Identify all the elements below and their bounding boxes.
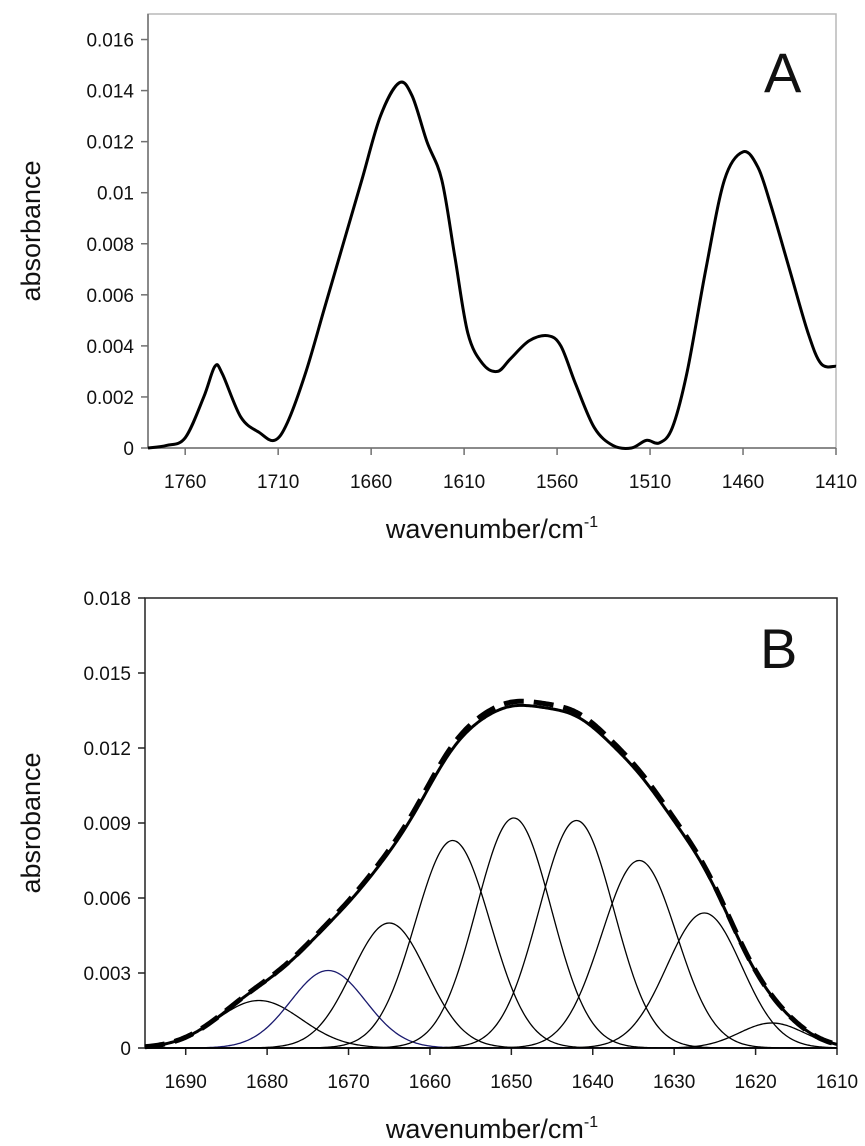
panel-a-plot-area bbox=[147, 13, 837, 449]
x-tick-label: 1620 bbox=[734, 1072, 776, 1093]
y-tick-label: 0.014 bbox=[86, 82, 134, 103]
panel-b-y-axis-title: absrobance bbox=[16, 752, 46, 893]
panel-b-measured-curve bbox=[144, 698, 838, 1050]
y-tick-label: 0.003 bbox=[83, 964, 131, 985]
x-tick-label: 1660 bbox=[350, 472, 392, 493]
panel-a-x-axis-title-main: wavenumber/cm bbox=[385, 514, 584, 544]
y-tick-label: 0.016 bbox=[86, 31, 134, 52]
y-tick-label: 0.008 bbox=[86, 235, 134, 256]
x-tick-label: 1690 bbox=[165, 1072, 207, 1093]
y-tick-label: 0 bbox=[123, 439, 134, 460]
x-tick-label: 1670 bbox=[327, 1072, 369, 1093]
y-tick-label: 0.018 bbox=[83, 589, 131, 610]
panel-a-letter: A bbox=[764, 41, 802, 104]
component-band-9 bbox=[145, 1022, 838, 1049]
x-tick-label: 1460 bbox=[722, 472, 764, 493]
panel-a-x-axis-title-sup: -1 bbox=[584, 514, 598, 531]
panel-b-letter: B bbox=[760, 617, 797, 680]
x-tick-label: 1610 bbox=[816, 1072, 858, 1093]
panel-a-chart: 0 0.002 0.004 0.006 0.008 0.01 0.012 0.014 0.016… bbox=[16, 13, 857, 544]
y-tick-label: 0.002 bbox=[86, 388, 134, 409]
x-tick-label: 1680 bbox=[246, 1072, 288, 1093]
x-tick-label: 1640 bbox=[572, 1072, 614, 1093]
x-tick-label: 1710 bbox=[257, 472, 299, 493]
panel-b-plot-area bbox=[144, 597, 838, 1049]
x-tick-label: 1410 bbox=[815, 472, 857, 493]
panel-b-x-axis-title-main: wavenumber/cm bbox=[385, 1114, 584, 1144]
x-tick-label: 1510 bbox=[629, 472, 671, 493]
x-tick-label: 1760 bbox=[164, 472, 206, 493]
x-tick-label: 1610 bbox=[443, 472, 485, 493]
panel-a-y-axis-title: absorbance bbox=[16, 160, 46, 301]
x-tick-label: 1560 bbox=[536, 472, 578, 493]
y-tick-label: 0.004 bbox=[86, 337, 134, 358]
y-tick-label: 0.015 bbox=[83, 664, 131, 685]
y-tick-label: 0.012 bbox=[86, 133, 134, 154]
x-tick-label: 1650 bbox=[490, 1072, 532, 1093]
x-tick-label: 1660 bbox=[409, 1072, 451, 1093]
y-tick-label: 0.009 bbox=[83, 814, 131, 835]
y-tick-label: 0.006 bbox=[86, 286, 134, 307]
y-tick-label: 0 bbox=[120, 1039, 131, 1060]
panel-b-x-axis-title: wavenumber/cm-1 bbox=[385, 1114, 598, 1144]
x-tick-label: 1630 bbox=[653, 1072, 695, 1093]
panel-b-chart: 0 0.003 0.006 0.009 0.012 0.015 0.018 1690 1680… bbox=[16, 589, 858, 1144]
panel-a-x-axis-title: wavenumber/cm-1 bbox=[385, 514, 598, 544]
panel-b-x-axis-title-sup: -1 bbox=[584, 1114, 598, 1131]
y-tick-label: 0.01 bbox=[97, 184, 134, 205]
y-tick-label: 0.012 bbox=[83, 739, 131, 760]
y-tick-label: 0.006 bbox=[83, 889, 131, 910]
panel-a-absorbance-curve bbox=[147, 80, 837, 450]
